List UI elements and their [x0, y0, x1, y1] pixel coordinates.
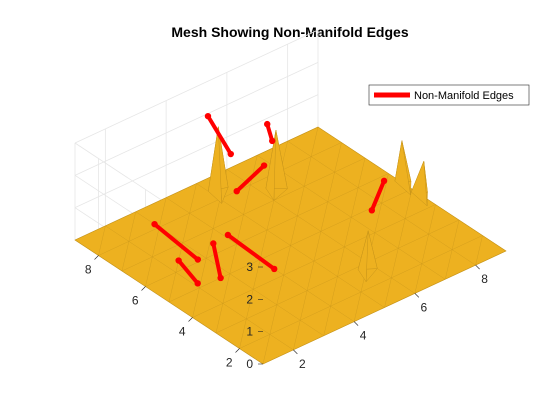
x-tick-label: 8 — [481, 272, 488, 286]
spike-face — [357, 230, 369, 283]
mesh-edge — [414, 204, 436, 294]
non-manifold-edge — [152, 222, 200, 262]
edge-endpoint — [217, 274, 224, 282]
x-tick-label: 2 — [299, 357, 306, 371]
edge-endpoint — [269, 137, 276, 145]
mesh-edge — [98, 225, 106, 256]
non-manifold-edges — [151, 112, 388, 287]
y-tick-label: 6 — [132, 294, 139, 308]
mesh-edge — [445, 219, 460, 280]
mesh-edge — [168, 183, 197, 303]
x-tick-mark — [293, 349, 298, 355]
non-manifold-edge — [205, 114, 233, 157]
edge-endpoint — [260, 162, 268, 169]
grid-line — [74, 61, 319, 176]
z-tick-label: 3 — [246, 260, 253, 274]
mesh-edge — [293, 142, 342, 350]
edge-endpoint — [227, 150, 234, 158]
non-manifold-edge — [369, 178, 387, 213]
mesh-edge — [384, 188, 413, 308]
mesh-edge — [121, 211, 136, 272]
edge-endpoint — [271, 265, 278, 273]
x-tick-label: 6 — [421, 300, 428, 314]
legend-label: Non-Manifold Edges — [414, 90, 514, 102]
edge-endpoint — [224, 231, 232, 239]
z-tick-label: 1 — [246, 325, 253, 339]
spike-face — [411, 161, 428, 207]
spike-face — [394, 140, 411, 196]
grid-line — [74, 94, 319, 209]
y-tick-mark — [141, 286, 146, 291]
x-tick-mark — [475, 264, 480, 270]
x-tick-mark — [353, 321, 359, 326]
edge-endpoint — [151, 220, 158, 228]
mesh-surface — [74, 126, 507, 365]
edge-endpoint — [264, 120, 271, 128]
z-tick-label: 0 — [246, 357, 253, 371]
mesh-edge — [215, 155, 258, 334]
y-tick-label: 4 — [179, 325, 186, 339]
z-tick-label: 2 — [246, 292, 253, 306]
x-tick-mark — [414, 293, 420, 298]
legend-box — [368, 84, 530, 106]
legend: Non-Manifold Edges — [368, 84, 530, 106]
y-tick-mark — [235, 348, 240, 353]
edge-endpoint — [368, 207, 376, 214]
edge-endpoint — [194, 280, 201, 287]
y-tick-label: 2 — [226, 356, 233, 370]
mesh-edge — [145, 197, 167, 287]
edge-endpoint — [233, 187, 240, 195]
axis-ticks: 2 4 6 8 2 4 6 8 0 1 2 3 — [85, 255, 488, 371]
y-tick-mark — [94, 255, 99, 260]
edge-endpoint — [175, 257, 182, 264]
edge-endpoint — [210, 240, 217, 247]
grid-line — [74, 29, 319, 144]
spike-face — [208, 126, 222, 205]
mesh-edge — [323, 157, 366, 336]
spike-face — [265, 130, 277, 202]
edge-endpoint — [380, 177, 388, 185]
x-tick-label: 4 — [360, 329, 367, 343]
mesh-spikes — [207, 126, 428, 283]
chart-title: Mesh Showing Non-Manifold Edges — [171, 24, 408, 40]
mesh-edge — [475, 235, 483, 266]
y-tick-mark — [188, 317, 193, 322]
mesh-edge — [262, 126, 319, 365]
y-tick-label: 8 — [85, 263, 92, 277]
non-manifold-edge — [234, 163, 267, 194]
non-manifold-edge — [211, 241, 223, 280]
non-manifold-edge — [176, 258, 200, 286]
edge-endpoint — [194, 256, 202, 263]
edge-endpoint — [204, 112, 212, 120]
non-manifold-edge — [225, 232, 277, 271]
